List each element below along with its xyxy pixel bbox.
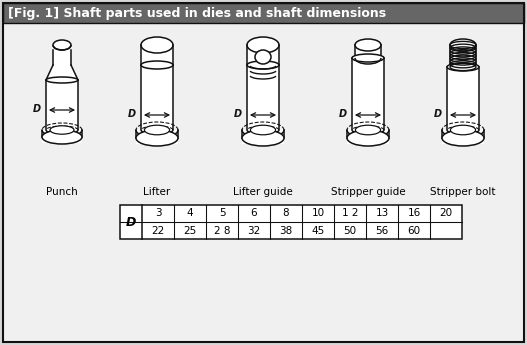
Text: 6: 6 bbox=[251, 208, 257, 218]
Polygon shape bbox=[46, 65, 78, 80]
Text: 16: 16 bbox=[407, 208, 421, 218]
Ellipse shape bbox=[451, 125, 475, 135]
Bar bbox=[120, 205, 462, 239]
Text: 5: 5 bbox=[219, 208, 226, 218]
Text: 3: 3 bbox=[155, 208, 161, 218]
Text: 38: 38 bbox=[279, 226, 292, 236]
Text: 22: 22 bbox=[151, 226, 164, 236]
Ellipse shape bbox=[50, 126, 74, 134]
Text: 50: 50 bbox=[344, 226, 357, 236]
Bar bbox=[247, 65, 279, 130]
Text: D: D bbox=[33, 104, 41, 114]
Ellipse shape bbox=[141, 61, 173, 69]
Bar bbox=[46, 80, 78, 130]
Bar bbox=[42, 130, 82, 142]
Text: 60: 60 bbox=[407, 226, 421, 236]
Ellipse shape bbox=[450, 39, 476, 51]
Bar bbox=[3, 3, 524, 23]
Bar bbox=[247, 45, 279, 65]
Text: D: D bbox=[339, 109, 347, 119]
Ellipse shape bbox=[42, 130, 82, 144]
Text: 13: 13 bbox=[375, 208, 388, 218]
Ellipse shape bbox=[447, 63, 479, 71]
Ellipse shape bbox=[242, 130, 284, 146]
Text: D: D bbox=[128, 109, 136, 119]
Text: Stripper guide: Stripper guide bbox=[330, 187, 405, 197]
Ellipse shape bbox=[442, 130, 484, 146]
Bar bbox=[442, 130, 484, 145]
Ellipse shape bbox=[352, 54, 384, 62]
Ellipse shape bbox=[347, 130, 389, 146]
Text: Stripper bolt: Stripper bolt bbox=[430, 187, 496, 197]
Ellipse shape bbox=[255, 50, 271, 64]
Bar bbox=[347, 130, 389, 145]
Text: 8: 8 bbox=[282, 208, 289, 218]
Bar bbox=[242, 130, 284, 145]
Ellipse shape bbox=[355, 125, 380, 135]
Bar bbox=[53, 50, 71, 65]
Text: 2 8: 2 8 bbox=[214, 226, 230, 236]
Text: D: D bbox=[126, 216, 136, 228]
Text: D: D bbox=[234, 109, 242, 119]
Text: 20: 20 bbox=[440, 208, 453, 218]
Bar bbox=[447, 67, 479, 130]
Ellipse shape bbox=[136, 130, 178, 146]
Ellipse shape bbox=[144, 125, 170, 135]
Ellipse shape bbox=[46, 77, 78, 83]
Bar bbox=[141, 45, 173, 65]
Text: D: D bbox=[434, 109, 442, 119]
Bar bbox=[352, 58, 384, 130]
Text: 25: 25 bbox=[183, 226, 197, 236]
Text: [Fig. 1] Shaft parts used in dies and shaft dimensions: [Fig. 1] Shaft parts used in dies and sh… bbox=[8, 7, 386, 20]
Ellipse shape bbox=[355, 39, 381, 51]
Ellipse shape bbox=[53, 40, 71, 50]
Bar bbox=[450, 45, 476, 67]
Text: 32: 32 bbox=[247, 226, 261, 236]
Text: Punch: Punch bbox=[46, 187, 78, 197]
Text: Lifter: Lifter bbox=[143, 187, 171, 197]
Bar bbox=[355, 45, 381, 58]
Ellipse shape bbox=[250, 125, 276, 135]
Text: 45: 45 bbox=[311, 226, 325, 236]
Text: Lifter guide: Lifter guide bbox=[233, 187, 293, 197]
Bar bbox=[136, 130, 178, 145]
Bar bbox=[141, 65, 173, 130]
Text: 56: 56 bbox=[375, 226, 388, 236]
Ellipse shape bbox=[247, 37, 279, 53]
Ellipse shape bbox=[141, 37, 173, 53]
Text: 1 2: 1 2 bbox=[341, 208, 358, 218]
Ellipse shape bbox=[247, 61, 279, 69]
Text: 4: 4 bbox=[187, 208, 193, 218]
Text: 10: 10 bbox=[311, 208, 325, 218]
